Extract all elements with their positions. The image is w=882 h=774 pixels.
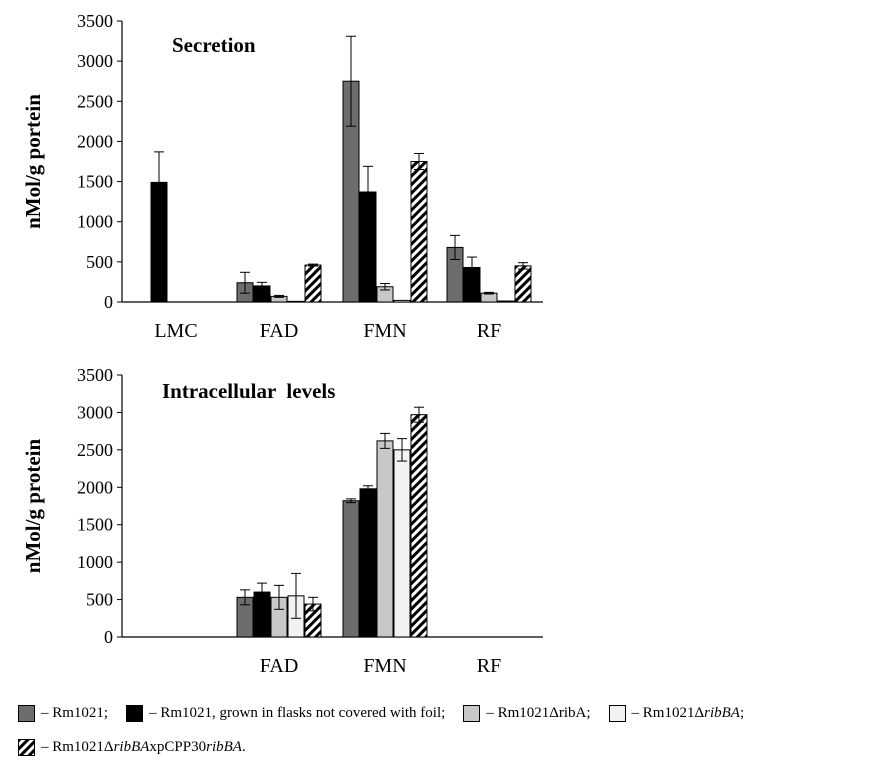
- y-tick-label: 3000: [77, 402, 113, 422]
- y-tick-label: 500: [86, 252, 113, 272]
- y-tick-label: 3500: [77, 11, 113, 31]
- y-tick-label: 2500: [77, 440, 113, 460]
- chart-title: Secretion: [172, 33, 256, 57]
- legend-swatch-rm1021: [18, 704, 35, 722]
- y-tick-label: 3000: [77, 51, 113, 71]
- legend-label-hatched: – Rm1021ΔribBAxpCPP30ribBA.: [41, 739, 246, 756]
- y-tick-label: 0: [104, 627, 113, 647]
- bar-ribBA: [497, 300, 515, 303]
- legend-row-1: – Rm1021; – Rm1021, grown in flasks not …: [18, 700, 878, 726]
- legend-hatched-mid: xpCPP30: [149, 738, 207, 755]
- y-tick-label: 2000: [77, 131, 113, 151]
- chart-figure: 0 500 1000 1500 2000 2500 3000 3500 nMol/g porte…: [21, 11, 543, 677]
- legend-item-ribA: – Rm1021ΔribA;: [463, 704, 591, 722]
- legend-label-ribBA: – Rm1021ΔribBA;: [632, 705, 745, 722]
- chart-1: 0 500 1000 1500 2000 2500 3000 3500 nMol/g porte…: [21, 11, 543, 342]
- bar-Rm1021: [342, 500, 360, 638]
- y-tick-label: 2000: [77, 477, 113, 497]
- legend-label-dark: – Rm1021, grown in flasks not covered wi…: [149, 704, 446, 721]
- x-tick-label: FMN: [363, 655, 406, 677]
- legend-hatched-prefix: – Rm1021Δ: [41, 738, 114, 755]
- y-tick-label: 500: [86, 590, 113, 610]
- x-tick-label: FAD: [260, 320, 299, 342]
- chart-2: 0 500 1000 1500 2000 2500 3000 3500 nMol/g prote…: [21, 365, 543, 677]
- bar-ribBA: [287, 300, 305, 303]
- bar-dark: [359, 488, 377, 638]
- bar-hatched: [410, 161, 428, 303]
- bar-hatched: [410, 414, 428, 638]
- x-tick-label: RF: [477, 320, 501, 342]
- legend-ribBA-prefix: – Rm1021Δ: [631, 704, 705, 721]
- legend-swatch-hatched: [18, 738, 35, 756]
- legend-hatched-suffix: .: [241, 738, 246, 755]
- bar-hatched: [514, 265, 532, 303]
- legend-item-dark: – Rm1021, grown in flasks not covered wi…: [126, 704, 446, 722]
- legend-row-2: – Rm1021ΔribBAxpCPP30ribBA.: [18, 734, 878, 760]
- legend-hatched-italic2: ribBA: [206, 738, 242, 755]
- bar-ribBA: [393, 449, 411, 638]
- bar-ribA: [376, 440, 394, 638]
- legend-item-hatched: – Rm1021ΔribBAxpCPP30ribBA.: [18, 738, 246, 756]
- x-tick-label: FAD: [260, 655, 299, 677]
- y-tick-label: 2500: [77, 91, 113, 111]
- y-tick-label: 3500: [77, 365, 113, 385]
- bar-hatched: [304, 264, 322, 303]
- legend-item-ribBA: – Rm1021ΔribBA;: [608, 704, 745, 722]
- y-axis-label: nMol/g protein: [21, 438, 45, 573]
- x-tick-label: FMN: [363, 320, 406, 342]
- legend-item-rm1021: – Rm1021;: [18, 704, 109, 722]
- legend-ribBA-italic: ribBA: [704, 704, 740, 721]
- legend-label-rm1021: – Rm1021;: [41, 704, 109, 721]
- y-tick-label: 1500: [77, 515, 113, 535]
- x-tick-label: LMC: [154, 320, 197, 342]
- legend-swatch-ribBA: [608, 704, 626, 722]
- y-tick-label: 1500: [77, 172, 113, 192]
- legend-hatched-italic: ribBA: [113, 738, 150, 755]
- y-tick-label: 1000: [77, 552, 113, 572]
- x-tick-label: RF: [477, 655, 501, 677]
- legend: – Rm1021; – Rm1021, grown in flasks not …: [18, 700, 878, 760]
- y-tick-label: 0: [104, 292, 113, 312]
- chart-title: Intracellular levels: [162, 379, 335, 403]
- y-tick-label: 1000: [77, 212, 113, 232]
- y-axis-label: nMol/g portein: [21, 94, 45, 229]
- bar-ribBA: [393, 299, 411, 303]
- legend-label-ribA: – Rm1021ΔribA;: [486, 704, 591, 721]
- bar-ribA: [480, 292, 498, 303]
- legend-ribBA-suffix: ;: [739, 704, 745, 721]
- legend-swatch-dark: [126, 704, 144, 722]
- legend-swatch-ribA: [463, 704, 481, 722]
